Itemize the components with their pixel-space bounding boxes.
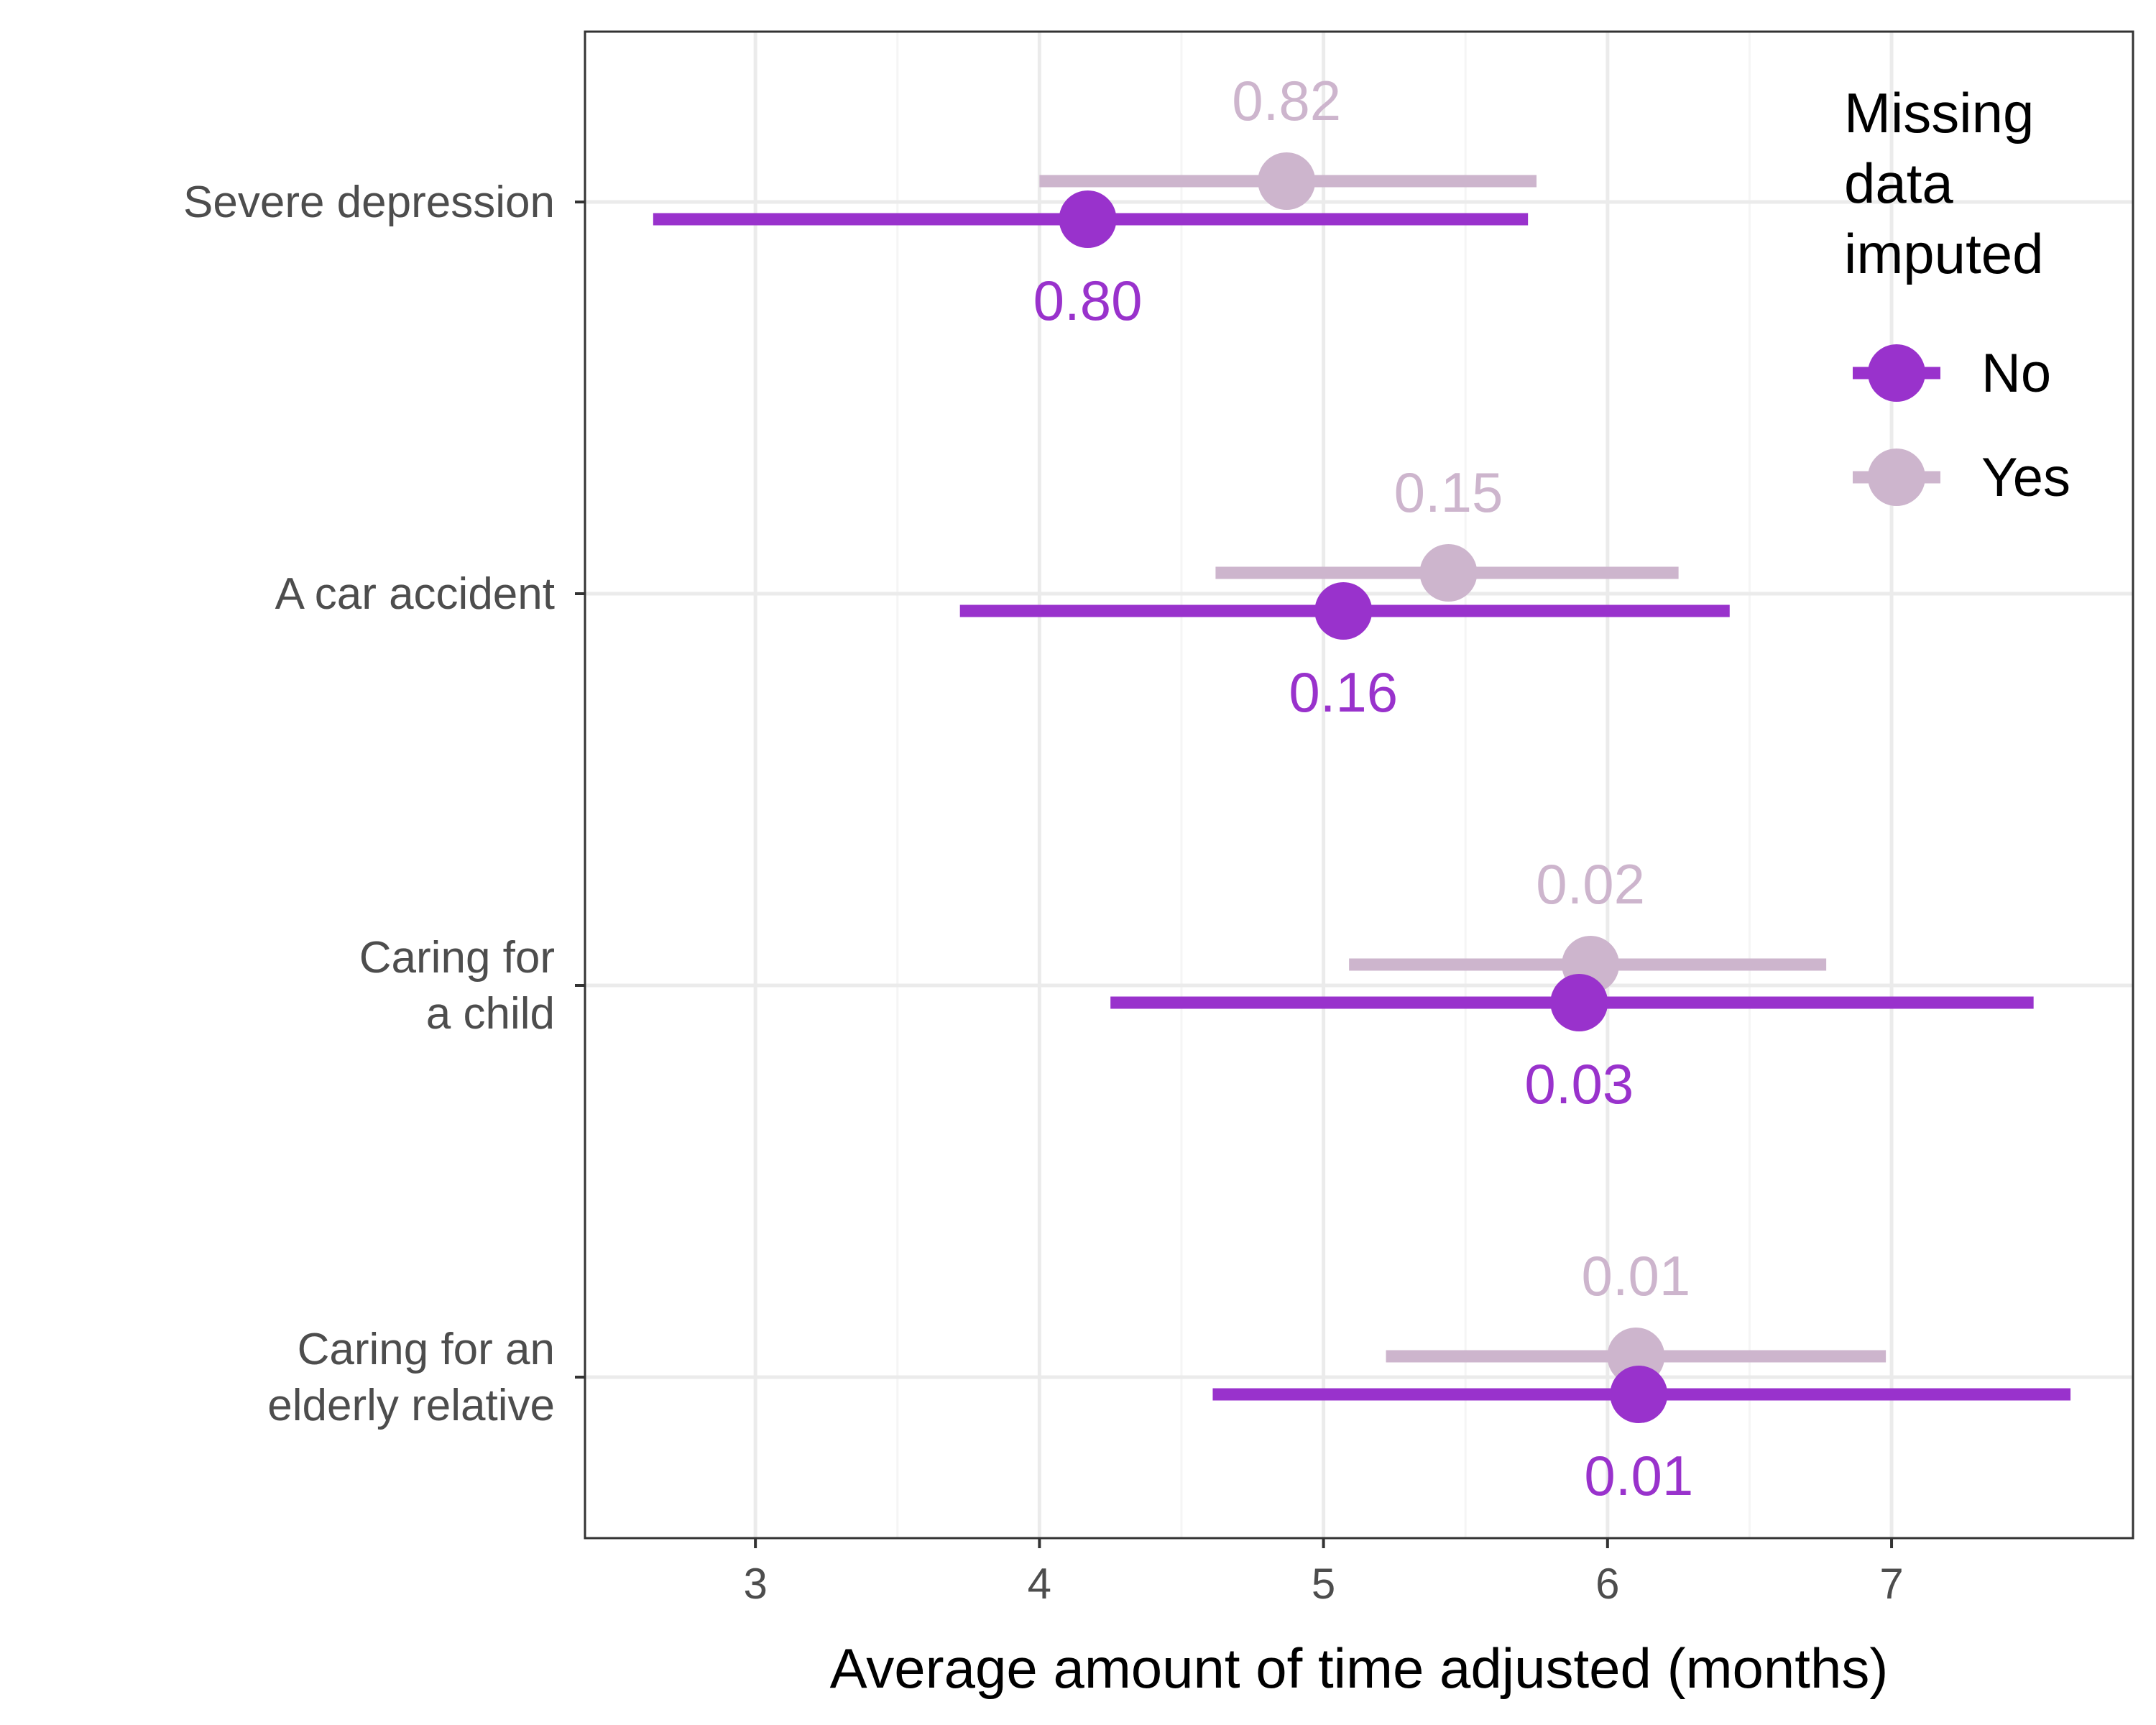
x-tick-label: 6	[1595, 1560, 1619, 1608]
x-axis-title: Average amount of time adjusted (months)	[830, 1637, 1889, 1700]
point-yes-0	[1258, 152, 1316, 210]
data-label-yes-1: 0.15	[1394, 461, 1503, 524]
legend: Missing data imputed No Yes	[1844, 81, 2070, 508]
x-tick-label: 3	[743, 1560, 767, 1608]
data-label-no-2: 0.03	[1524, 1052, 1634, 1116]
legend-label-yes: Yes	[1981, 447, 2070, 508]
point-no-0	[1059, 190, 1117, 248]
data-label-no-0: 0.80	[1033, 269, 1143, 332]
panel-border	[584, 30, 2134, 1540]
data-label-yes-0: 0.82	[1232, 69, 1341, 132]
legend-label-no: No	[1981, 343, 2051, 404]
legend-key-point-no	[1868, 344, 1925, 402]
data-label-layer: 0.82 0.15 0.02 0.01 0.80 0.16 0.03 0.01	[1033, 69, 1694, 1507]
data-label-no-3: 0.01	[1584, 1444, 1693, 1507]
data-label-no-1: 0.16	[1289, 661, 1398, 724]
x-axis: 3 4 5 6 7	[743, 1538, 1904, 1608]
data-label-yes-2: 0.02	[1536, 852, 1645, 916]
y-category-label: Caring for	[359, 933, 555, 983]
y-category-label: A car accident	[275, 569, 555, 619]
point-no-2	[1550, 974, 1608, 1031]
y-category-label: Severe depression	[183, 178, 555, 227]
legend-title: data	[1844, 152, 1953, 215]
y-category-label: Caring for an	[298, 1325, 555, 1374]
x-tick-label: 7	[1879, 1560, 1903, 1608]
data-label-yes-3: 0.01	[1581, 1244, 1690, 1307]
legend-key-point-yes	[1868, 448, 1925, 506]
y-category-label: a child	[426, 989, 555, 1039]
x-tick-label: 5	[1312, 1560, 1335, 1608]
point-layer	[1059, 152, 1668, 1423]
legend-title: imputed	[1844, 222, 2044, 285]
y-axis: Severe depression A car accident Caring fo…	[183, 178, 585, 1430]
point-no-3	[1610, 1366, 1668, 1423]
point-yes-1	[1419, 544, 1478, 602]
grid	[585, 32, 2133, 1538]
y-category-label: elderly relative	[267, 1381, 555, 1430]
point-no-1	[1314, 582, 1373, 640]
legend-title: Missing	[1844, 81, 2034, 144]
x-tick-label: 4	[1028, 1560, 1051, 1608]
